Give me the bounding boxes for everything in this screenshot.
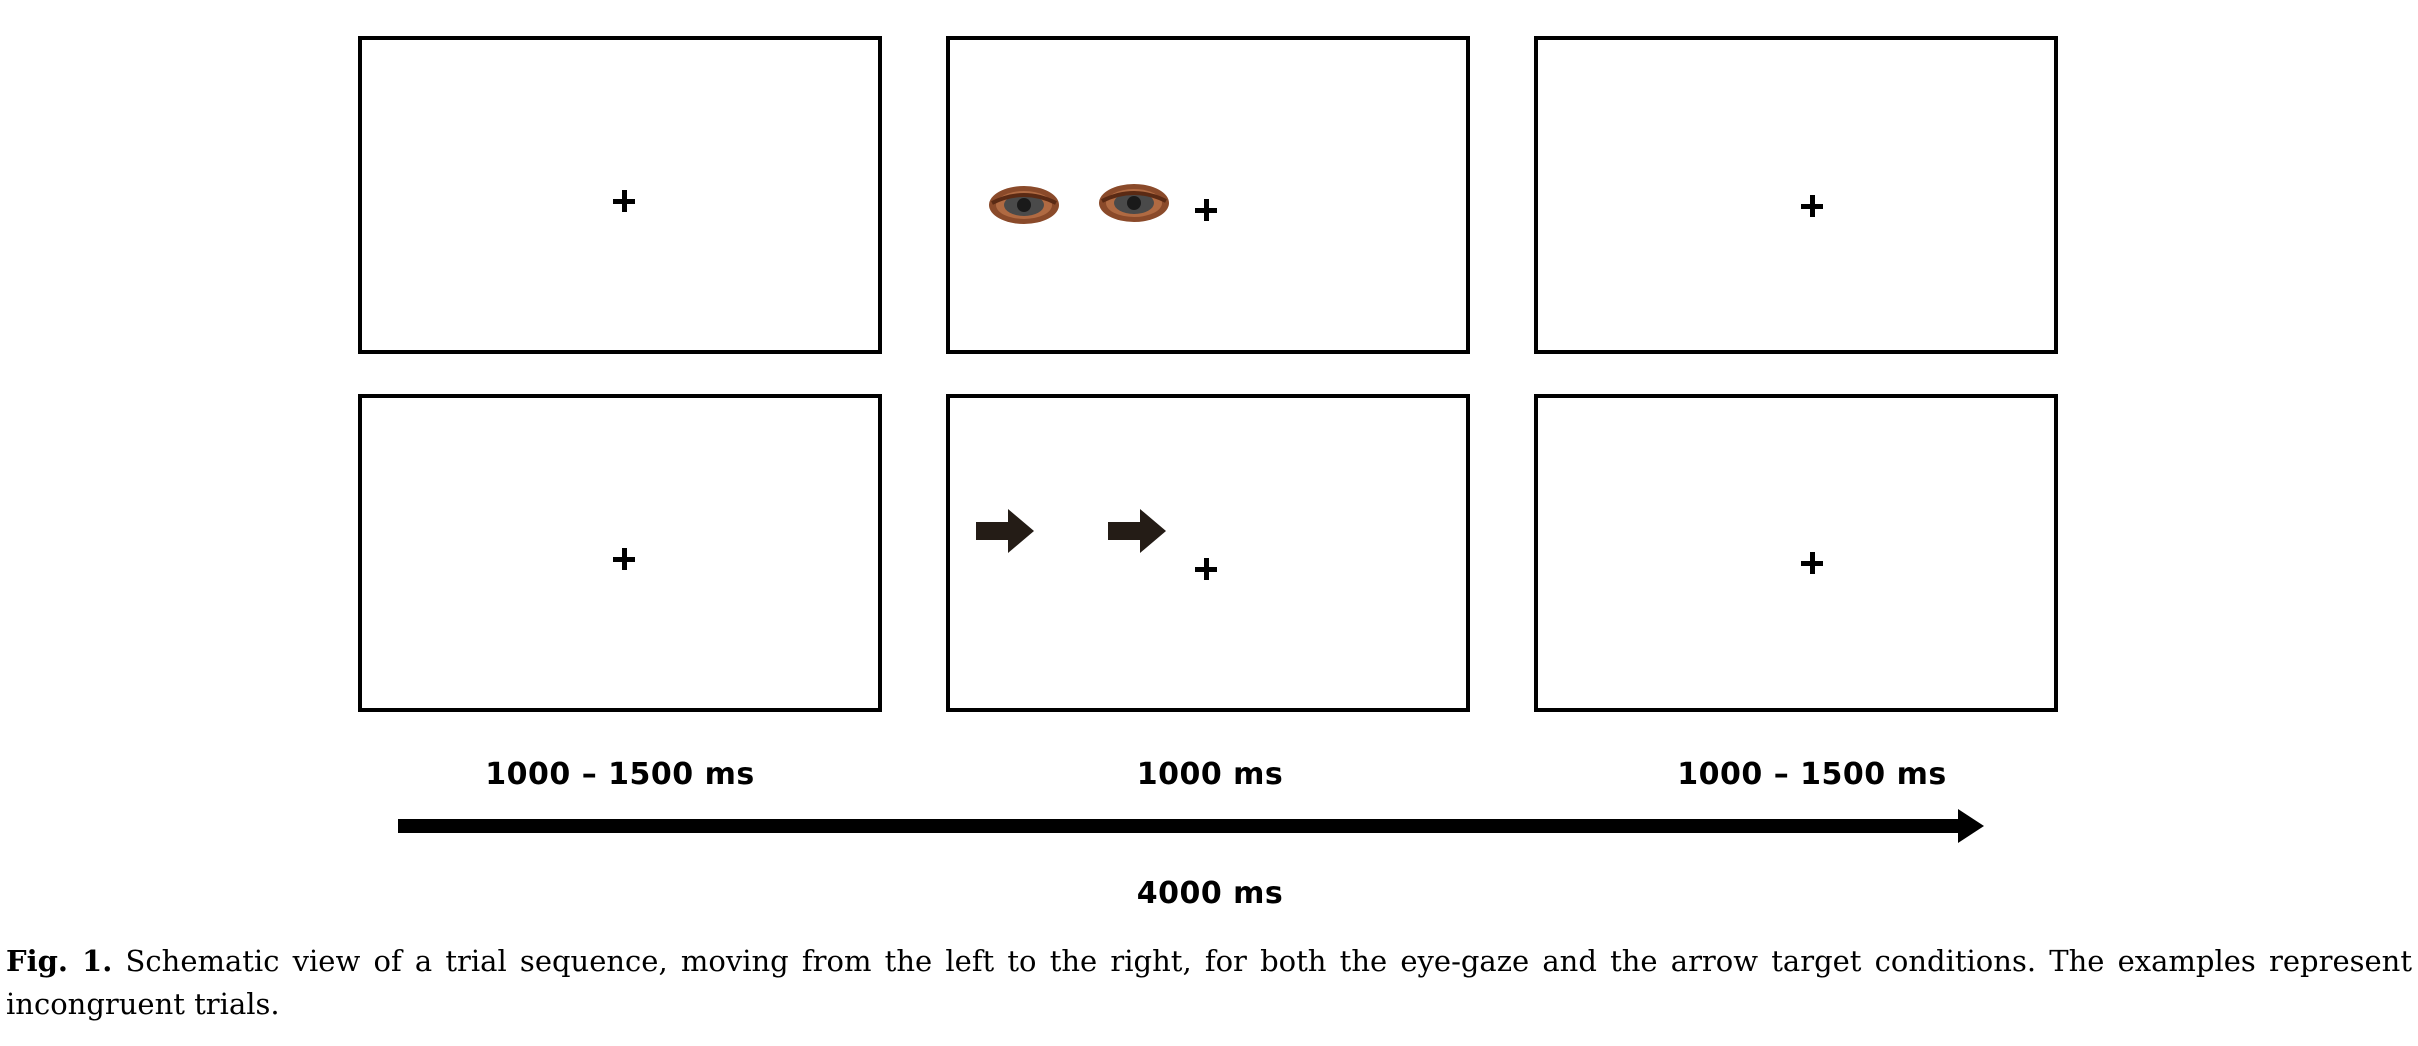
eye-icon	[989, 186, 1059, 224]
figure-caption-text: Schematic view of a trial sequence, movi…	[6, 944, 2413, 1021]
fixation-cross-icon	[1188, 551, 1224, 587]
phase-3-duration-label: 1000 – 1500 ms	[1677, 757, 1947, 792]
panel-arrow-stimulus	[946, 394, 1470, 712]
fixation-cross-icon	[1794, 545, 1830, 581]
arrow-right-icon	[976, 509, 1034, 553]
eye-icon	[1099, 184, 1169, 222]
figure-label: Fig. 1.	[6, 944, 113, 978]
fixation-cross-icon	[1794, 188, 1830, 224]
figure-caption: Fig. 1. Schematic view of a trial sequen…	[6, 940, 2412, 1026]
fixation-cross-icon	[1188, 192, 1224, 228]
fixation-cross-icon	[606, 183, 642, 219]
timeline-arrow	[398, 809, 1984, 843]
panel-eye-fixation-post	[1534, 36, 2058, 354]
panel-arrow-fixation-post	[1534, 394, 2058, 712]
panel-eye-gaze-stimulus	[946, 36, 1470, 354]
panel-arrow-fixation-pre	[358, 394, 882, 712]
phase-1-duration-label: 1000 – 1500 ms	[485, 757, 755, 792]
total-duration-label: 4000 ms	[1136, 876, 1284, 911]
arrow-right-icon	[1108, 509, 1166, 553]
fixation-cross-icon	[606, 541, 642, 577]
phase-2-duration-label: 1000 ms	[1136, 757, 1284, 792]
panel-eye-fixation-pre	[358, 36, 882, 354]
